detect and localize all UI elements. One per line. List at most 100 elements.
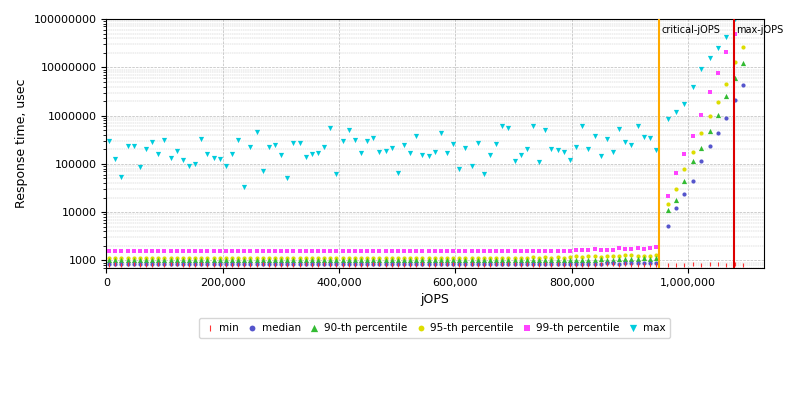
99-th percentile [678,151,690,158]
min [416,261,429,268]
min [643,262,656,268]
min [728,261,741,267]
90-th percentile [177,257,190,264]
95-th percentile [146,254,158,261]
median [373,261,386,267]
99-th percentile [703,89,716,95]
max [262,144,275,150]
median [661,223,674,229]
max [146,139,158,145]
max [631,123,644,130]
min [170,261,183,267]
99-th percentile [318,247,330,254]
max [324,124,337,131]
max [737,0,750,5]
95-th percentile [367,254,380,261]
90-th percentile [349,257,362,264]
95-th percentile [508,254,521,261]
99-th percentile [232,247,245,254]
95-th percentile [558,254,570,261]
max [281,174,294,181]
95-th percentile [244,254,257,261]
99-th percentile [594,246,607,253]
90-th percentile [533,257,546,264]
median [478,261,490,267]
max [312,150,325,156]
99-th percentile [367,247,380,254]
median [711,130,724,136]
max [398,142,410,148]
95-th percentile [453,254,466,261]
90-th percentile [466,257,478,264]
95-th percentile [737,44,750,50]
90-th percentile [361,257,374,264]
95-th percentile [728,59,741,65]
median [600,260,613,266]
median [140,261,153,267]
min [588,262,601,268]
max [508,158,521,164]
99-th percentile [262,247,275,254]
99-th percentile [349,247,362,254]
90-th percentile [416,257,429,264]
max [694,66,707,72]
max [391,170,404,176]
95-th percentile [330,254,343,261]
min [195,261,208,267]
median [214,261,226,267]
99-th percentile [447,247,460,254]
90-th percentile [563,257,576,264]
99-th percentile [299,247,312,254]
90-th percentile [410,257,422,264]
median [576,261,589,267]
min [226,262,238,268]
99-th percentile [526,247,539,254]
90-th percentile [496,257,509,264]
max [588,132,601,139]
max [238,184,250,190]
95-th percentile [563,254,576,260]
90-th percentile [324,257,337,264]
max [361,138,374,144]
90-th percentile [244,257,257,264]
90-th percentile [146,257,158,264]
99-th percentile [269,247,282,254]
min [650,262,662,268]
median [453,261,466,267]
median [226,261,238,267]
95-th percentile [214,254,226,261]
median [728,97,741,103]
min [115,262,128,268]
median [404,261,417,267]
min [558,261,570,268]
max [349,136,362,143]
min [447,261,460,268]
median [545,261,558,267]
max [533,159,546,166]
median [737,82,750,88]
95-th percentile [195,254,208,261]
99-th percentile [238,247,250,254]
max [115,174,128,180]
max [490,141,502,147]
90-th percentile [226,257,238,264]
99-th percentile [453,247,466,254]
95-th percentile [102,254,115,261]
max [274,151,287,158]
max [447,141,460,147]
99-th percentile [521,247,534,254]
90-th percentile [367,257,380,264]
median [219,261,232,267]
median [367,261,380,267]
median [686,177,699,184]
min [312,262,325,268]
min [232,262,245,268]
min [606,261,619,268]
max [127,142,140,149]
95-th percentile [281,254,294,261]
99-th percentile [306,247,318,254]
99-th percentile [643,245,656,251]
min [189,262,202,268]
99-th percentile [379,247,392,254]
95-th percentile [539,254,552,260]
